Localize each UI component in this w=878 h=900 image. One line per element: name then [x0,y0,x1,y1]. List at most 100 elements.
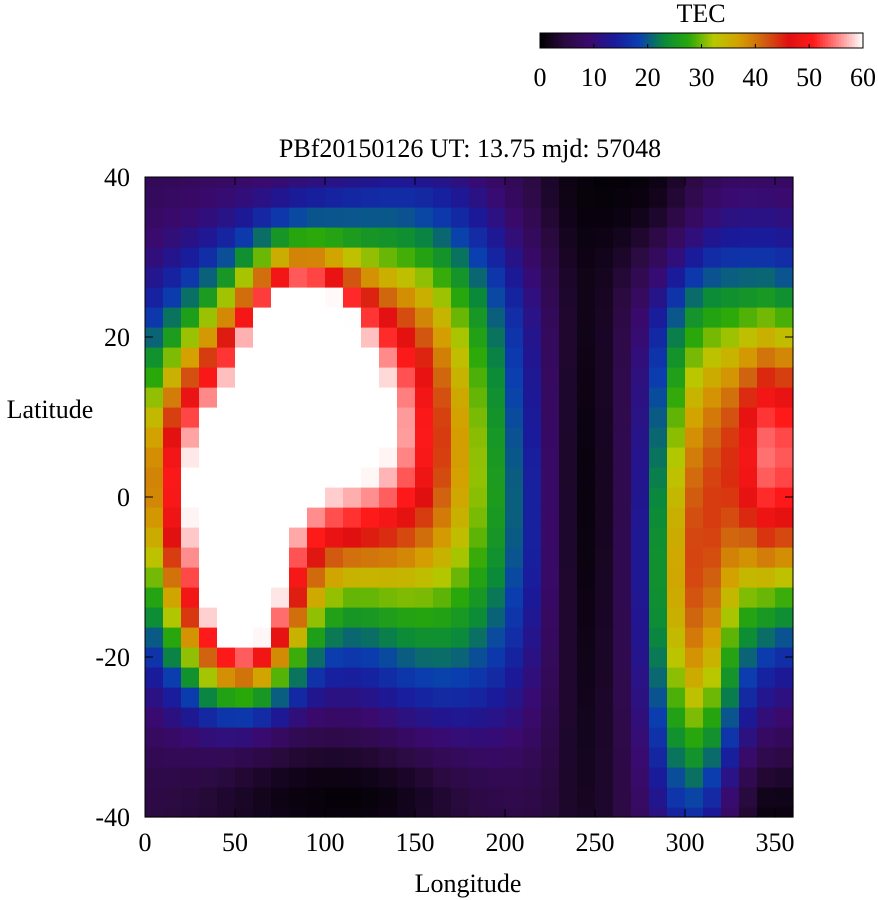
heatmap-cell [667,267,686,288]
heatmap-cell [757,427,776,448]
heatmap-cell [181,527,200,548]
colorbar-tick-label: 50 [796,63,822,92]
heatmap-cell [487,747,506,768]
heatmap-cell [163,587,182,608]
colorbar-tick-label: 0 [534,63,547,92]
heatmap-cell [775,627,794,648]
heatmap-cell [757,207,776,228]
heatmap-cell [775,177,794,188]
heatmap-cell [721,467,740,488]
heatmap-cell [415,447,434,468]
heatmap-cell [631,507,650,528]
colorbar-cell [801,33,805,48]
heatmap-cell [307,627,326,648]
heatmap-cell [289,747,308,768]
heatmap-cell [739,327,758,348]
heatmap-cell [487,227,506,248]
heatmap-cell [721,667,740,688]
heatmap-cell [325,547,344,568]
heatmap-cell [703,607,722,628]
heatmap-cell [577,647,596,668]
heatmap-cell [415,627,434,648]
heatmap-cell [253,267,272,288]
heatmap-cell [397,727,416,748]
heatmap-cell [343,567,362,588]
heatmap-cell [253,177,272,188]
heatmap-cell [451,727,470,748]
colorbar-cell [774,33,778,48]
heatmap-cell [181,347,200,368]
colorbar-cell [701,33,705,48]
heatmap-cell [217,567,236,588]
y-tick-label: -40 [95,803,130,832]
heatmap-cell [523,527,542,548]
heatmap-cell [271,327,290,348]
heatmap-cell [667,687,686,708]
heatmap-cell [739,587,758,608]
heatmap-cell [595,247,614,268]
heatmap-cell [289,287,308,308]
colorbar-cell [574,33,579,48]
heatmap-cell [379,487,398,508]
heatmap-cell [145,647,164,668]
heatmap-cell [613,647,632,668]
heatmap-cell [595,687,614,708]
heatmap-cell [487,367,506,388]
heatmap-cell [703,307,722,328]
heatmap-cell [649,567,668,588]
heatmap-cell [163,387,182,408]
heatmap-cell [685,647,704,668]
heatmap-cell [505,467,524,488]
heatmap-cell [577,447,596,468]
heatmap-cell [595,667,614,688]
heatmap-cell [163,507,182,528]
heatmap-cell [415,207,434,228]
colorbar-cell [556,33,560,48]
heatmap-cell [613,187,632,208]
heatmap-cell [307,727,326,748]
heatmap-cell [307,367,326,388]
heatmap-cell [577,177,596,188]
heatmap-cell [181,267,200,288]
heatmap-cell [469,407,488,428]
heatmap-cell [559,227,578,248]
heatmap-cell [415,187,434,208]
heatmap-cell [271,187,290,208]
heatmap-cell [271,227,290,248]
colorbar-cell [666,33,670,48]
heatmap-cell [703,227,722,248]
heatmap-cell [307,607,326,628]
heatmap-cell [253,667,272,688]
heatmap-cell [613,707,632,728]
heatmap-cell [703,667,722,688]
x-tick-label: 250 [576,828,615,857]
heatmap-cell [235,627,254,648]
heatmap-cell [469,647,488,668]
heatmap-cell [703,177,722,188]
heatmap-cell [451,327,470,348]
heatmap-cell [469,787,488,808]
heatmap-cell [325,367,344,388]
heatmap-cell [199,287,218,308]
heatmap-cell [379,407,398,428]
heatmap-cell [433,747,452,768]
heatmap-cell [325,627,344,648]
colorbar-cell [793,33,797,48]
colorbar-cell [596,33,600,48]
heatmap-cell [541,667,560,688]
heatmap-cell [217,307,236,328]
heatmap-cell [145,507,164,528]
heatmap-cell [433,387,452,408]
heatmap-cell [271,267,290,288]
heatmap-cell [145,787,164,808]
heatmap-cell [163,367,182,388]
heatmap-cell [685,267,704,288]
heatmap-cell [217,207,236,228]
heatmap-cell [703,287,722,308]
heatmap-cell [361,367,380,388]
heatmap-cell [199,587,218,608]
heatmap-cell [307,387,326,408]
heatmap-cell [379,547,398,568]
heatmap-cell [451,187,470,208]
heatmap-cell [307,307,326,328]
